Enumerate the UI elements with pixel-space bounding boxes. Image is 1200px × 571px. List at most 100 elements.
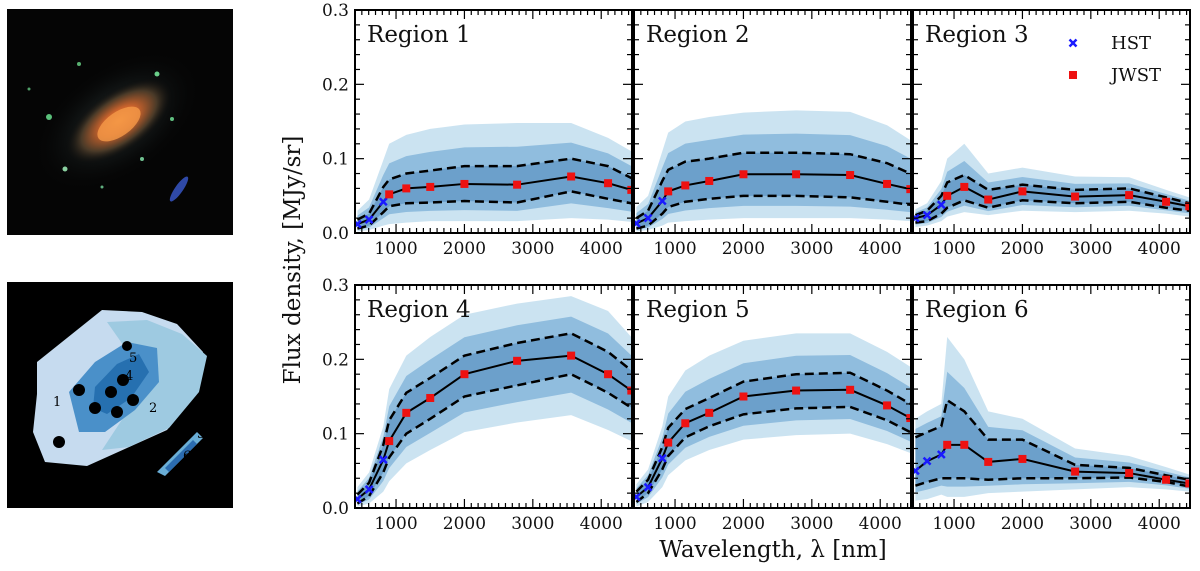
jwst-point (739, 392, 748, 401)
x-tick-label: 1000 (932, 514, 975, 534)
hst-point (922, 210, 932, 220)
x-tick-label: 4000 (580, 514, 623, 534)
jwst-point (567, 172, 576, 181)
panel-region-3: 1000 2000 3000 4000 Region 3 HST JWST (912, 9, 1191, 259)
x-tick-label: 2000 (1001, 514, 1044, 534)
hst-point (657, 453, 667, 463)
galaxy-image-graphic (7, 9, 233, 235)
x-tick-label: 4000 (859, 239, 902, 259)
segment-label: 5 (129, 351, 137, 366)
panel-frame (354, 284, 633, 509)
jwst-point (906, 185, 911, 194)
posterior-band-core (636, 152, 911, 229)
panel-region-2: 1000 2000 3000 4000 Region 2 (633, 9, 912, 259)
jwst-point (513, 180, 522, 189)
jwst-point (906, 414, 911, 423)
jwst-point (792, 386, 801, 395)
hst-point-stroke (378, 455, 388, 465)
x-tick-label: 1000 (932, 239, 975, 259)
hst-point (364, 485, 374, 494)
x-tick-label: 3000 (511, 514, 554, 534)
jwst-point (426, 182, 435, 191)
segment-region-6 (165, 440, 197, 472)
jwst-point (426, 393, 435, 402)
jwst-point (984, 195, 993, 204)
y-tick-label: 0.0 (322, 224, 349, 244)
jwst-point (460, 370, 469, 379)
jwst-point (385, 190, 394, 199)
panel-frame (354, 9, 633, 234)
y-tick-label: 0.3 (322, 1, 349, 21)
jwst-point (664, 187, 673, 196)
hst-point (922, 456, 932, 466)
panel-title: Region 6 (925, 297, 1029, 323)
jwst-point (627, 386, 632, 395)
hst-point-stroke (643, 482, 653, 492)
jwst-point (705, 176, 714, 185)
panel-frame (912, 9, 1191, 234)
jwst-point (883, 179, 892, 188)
x-tick-label: 4000 (859, 514, 902, 534)
panel-region-5: 1000 2000 3000 4000 Region 5 (633, 284, 912, 534)
segmentation-map: 1 2 3 4 5 6 (7, 282, 233, 508)
jwst-point (846, 171, 855, 180)
segment-label: 4 (125, 369, 133, 384)
x-tick-label: 2000 (443, 239, 486, 259)
legend: HST JWST (1068, 33, 1161, 86)
posterior-band-outer (357, 122, 632, 232)
jwst-point (664, 438, 673, 447)
upper-percentile-line (635, 371, 911, 493)
posterior-band-inner (915, 160, 1190, 225)
hst-point (364, 215, 374, 225)
legend-jwst-label: JWST (1109, 65, 1161, 86)
hst-point-stroke (936, 200, 946, 210)
x-tick-label: 1000 (374, 239, 417, 259)
x-axis-label: Wavelength, λ [nm] (659, 537, 887, 563)
posterior-band-inner (357, 142, 632, 230)
panel-body (913, 337, 1190, 501)
posterior-band-outer (636, 333, 911, 507)
y-tick-label: 0.3 (322, 276, 349, 296)
hst-point (936, 450, 946, 459)
y-tick-label: 0.2 (322, 350, 349, 370)
y-axis-label: Flux density, [MJy/sr] (280, 136, 306, 385)
panel-title: Region 4 (367, 297, 471, 323)
jwst-point (513, 356, 522, 365)
jwst-point (1018, 454, 1027, 463)
y-tick-label: 0.1 (322, 425, 349, 445)
segment-label: 3 (197, 427, 205, 442)
jwst-point (1071, 192, 1080, 201)
hst-point-stroke (936, 450, 946, 459)
jwst-point (402, 184, 411, 193)
hst-point-stroke (922, 456, 932, 466)
upper-percentile-line (914, 398, 1190, 481)
panel-region-1: 1000 2000 3000 4000 0.0 0.1 0.2 0.3 Region 1 (322, 1, 633, 259)
jwst-point (1185, 202, 1190, 211)
jwst-point (604, 179, 613, 188)
x-tick-label: 3000 (790, 239, 833, 259)
hst-point-stroke (657, 196, 667, 206)
panel-title: Region 5 (646, 297, 750, 323)
x-tick-label: 3000 (511, 239, 554, 259)
hst-point (643, 213, 653, 223)
posterior-band-outer (357, 296, 632, 507)
jwst-point (385, 437, 394, 446)
x-tick-label: 1000 (653, 514, 696, 534)
jwst-point (1125, 191, 1134, 200)
posterior-band-core (357, 158, 632, 229)
panel-region-6: 1000 2000 3000 4000 Region 6 (912, 284, 1191, 534)
hst-point (643, 482, 653, 492)
jwst-point (1125, 469, 1134, 478)
jwst-point (1071, 467, 1080, 476)
posterior-band-core (915, 175, 1190, 223)
panel-body (913, 143, 1190, 228)
panel-region-4: 1000 2000 3000 4000 0.0 0.1 0.2 0.3 Region 4 (322, 276, 633, 534)
panel-frame (633, 284, 912, 509)
posterior-band-inner (357, 316, 632, 505)
hst-point-stroke (643, 213, 653, 223)
posterior-band-core (915, 400, 1190, 487)
segmentation-map-graphic: 1 2 3 4 5 6 (7, 282, 233, 508)
panel-frame (633, 9, 912, 234)
panel-title: Region 2 (646, 22, 750, 48)
x-tick-label: 1000 (653, 239, 696, 259)
